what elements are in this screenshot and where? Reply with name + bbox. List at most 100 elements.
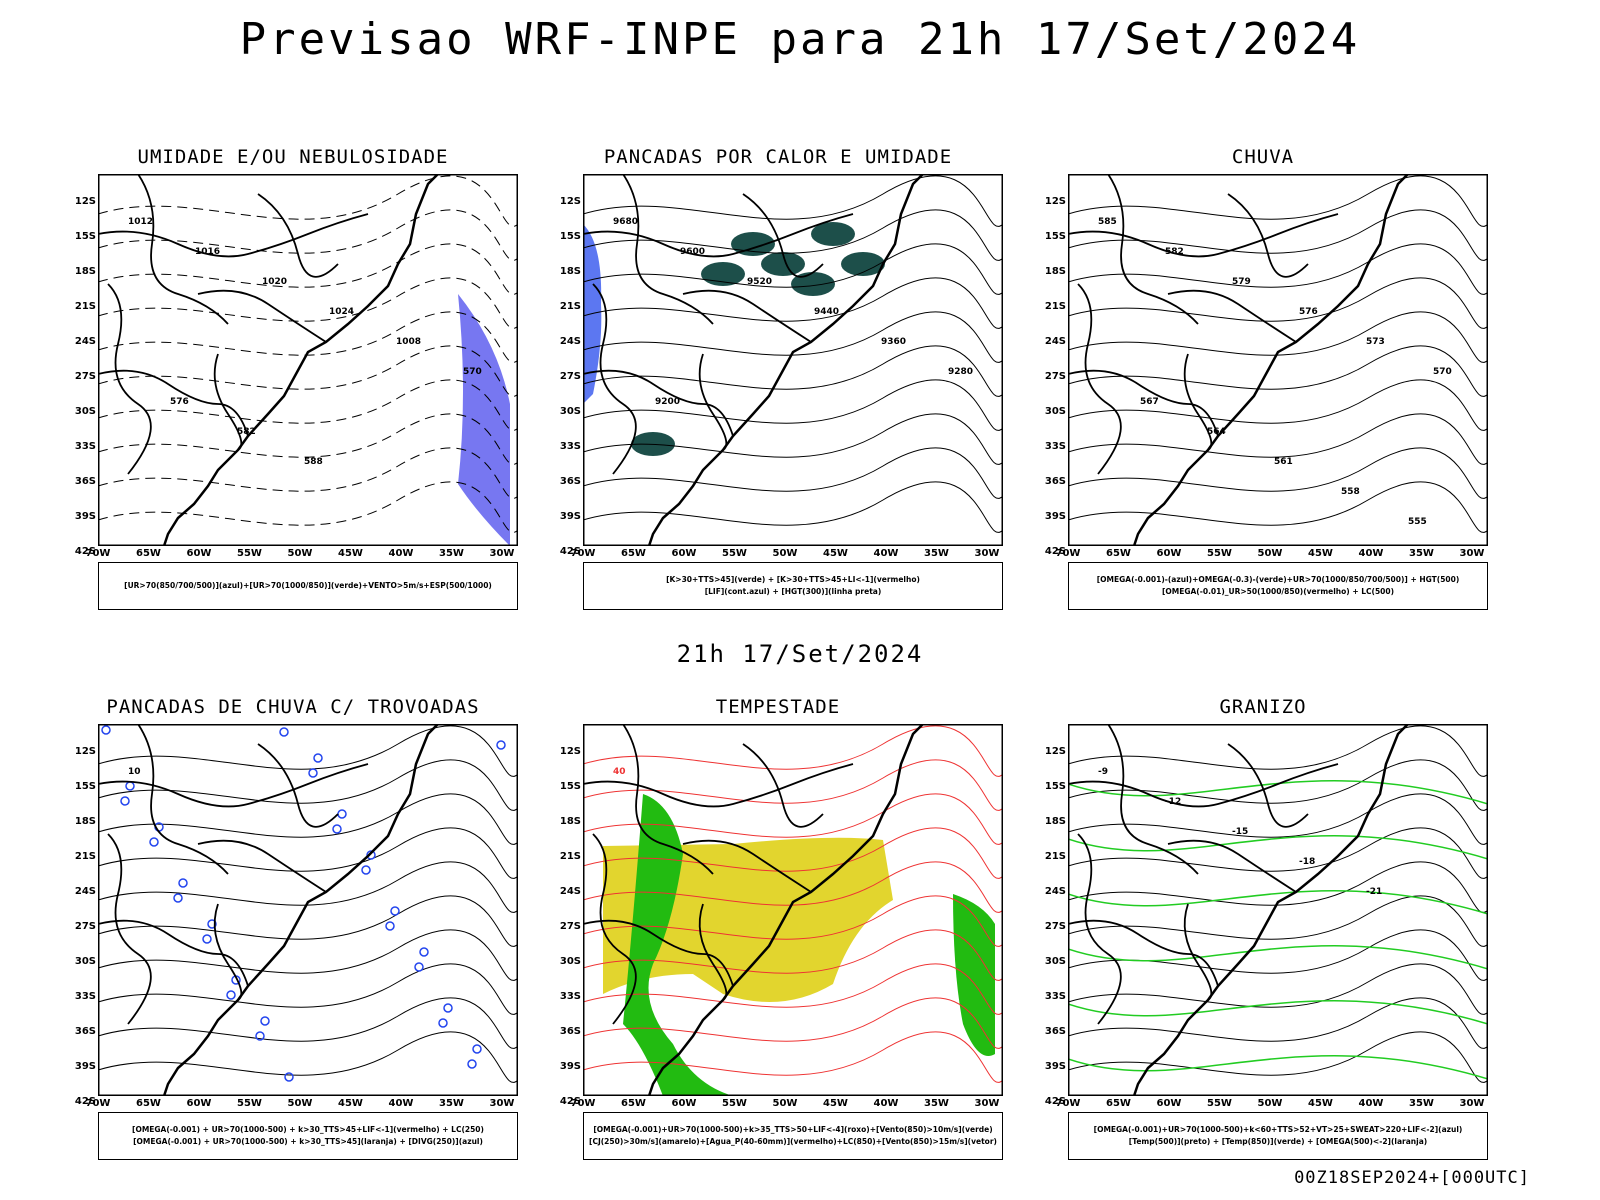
- legend-line: [Temp(500)](preto) + [Temp(850)](verde) …: [1128, 1137, 1428, 1146]
- state-border: [1227, 193, 1309, 278]
- panel-tempestade: TEMPESTADE 40 [OMEGA(-0.001)+UR>70(1000-…: [543, 696, 1013, 1196]
- contour-line: [1068, 243, 1488, 295]
- lon-tick-label: 40W: [1358, 1098, 1384, 1109]
- legend-line: [OMEGA(-0.001) + UR>70(1000-500) + k>30_…: [133, 1137, 483, 1146]
- main-title: Previsao WRF-INPE para 21h 17/Set/2024: [239, 14, 1361, 65]
- lat-tick-label: 42S: [559, 1096, 581, 1107]
- map-frame: [583, 174, 1003, 546]
- contour-label: 582: [237, 427, 256, 437]
- lat-tick-label: 15S: [559, 231, 581, 242]
- lon-tick-label: 55W: [1207, 1098, 1232, 1109]
- panel-legend: [OMEGA(-0.001) + UR>70(1000-500) + k>30_…: [98, 1112, 518, 1160]
- contour-line: [1068, 997, 1488, 1049]
- lon-tick-label: 65W: [621, 548, 646, 559]
- lat-tick-label: 27S: [559, 921, 581, 932]
- contour-label: 558: [1341, 487, 1360, 497]
- lat-tick-label: 24S: [1044, 336, 1066, 347]
- convection-area: [761, 252, 805, 276]
- lat-tick-label: 18S: [559, 266, 581, 277]
- contour-line: [98, 827, 518, 879]
- contour-line: [1068, 379, 1488, 431]
- contour-label: -12: [1165, 797, 1181, 807]
- contour-line: [1068, 895, 1488, 947]
- lat-tick-label: 33S: [559, 441, 581, 452]
- contour-line: [583, 175, 1003, 227]
- divergence-contour: [385, 921, 395, 931]
- divergence-contour: [101, 725, 111, 735]
- divergence-contour: [308, 768, 318, 778]
- contour-line: [98, 963, 518, 1015]
- divergence-contour: [313, 753, 323, 763]
- convection-area: [811, 222, 855, 246]
- lat-tick-label: 18S: [74, 266, 96, 277]
- contour-line: [583, 997, 1003, 1049]
- temp-850-contour: [1068, 1055, 1488, 1080]
- divergence-contour: [207, 919, 217, 929]
- lat-tick-label: 33S: [74, 441, 96, 452]
- contour-line: [1068, 209, 1488, 261]
- state-border: [592, 283, 637, 475]
- state-border: [1227, 743, 1309, 828]
- divergence-contour: [443, 1003, 453, 1013]
- contour-label: -9: [1098, 767, 1108, 777]
- state-border: [742, 193, 824, 278]
- lon-tick-label: 70W: [1055, 1098, 1081, 1109]
- contour-line: [98, 175, 518, 227]
- lat-tick-label: 15S: [74, 231, 96, 242]
- temp-850-contour: [1068, 1000, 1488, 1025]
- lon-tick-label: 60W: [186, 548, 212, 559]
- lon-tick-label: 60W: [1156, 1098, 1182, 1109]
- lon-tick-label: 60W: [1156, 548, 1182, 559]
- state-border: [98, 763, 369, 808]
- state-border: [583, 213, 854, 258]
- state-border: [682, 839, 812, 893]
- lat-tick-label: 18S: [1044, 816, 1066, 827]
- contour-label: 40: [613, 767, 626, 777]
- lat-tick-label: 21S: [74, 851, 96, 862]
- contour-line: [98, 345, 518, 397]
- contour-label: -21: [1366, 887, 1382, 897]
- panel-legend: [OMEGA(-0.001)+UR>70(1000-500)+k<60+TTS>…: [1068, 1112, 1488, 1160]
- lat-tick-label: 36S: [74, 1026, 96, 1037]
- coastline: [643, 724, 925, 1096]
- contour-label: 1016: [195, 247, 220, 257]
- contour-line: [583, 725, 1003, 777]
- temp-850-contour: [1068, 780, 1488, 805]
- contour-label: 570: [1433, 367, 1452, 377]
- legend-line: [OMEGA(-0.01)_UR>50(1000/850)(vermelho) …: [1161, 587, 1395, 596]
- state-border: [1077, 283, 1122, 475]
- panel-umidade: UMIDADE E/OU NEBULOSIDADE 1012 1016 1020 10…: [58, 146, 528, 646]
- lon-tick-label: 45W: [1308, 548, 1333, 559]
- panel-pancadas-trovoadas: PANCADAS DE CHUVA C/ TROVOADAS 10 [OMEGA…: [58, 696, 528, 1196]
- divergence-contour: [467, 1059, 477, 1069]
- convection-area: [841, 252, 885, 276]
- lat-tick-label: 30S: [559, 956, 581, 967]
- lat-tick-label: 24S: [559, 336, 581, 347]
- contour-label: 9680: [613, 217, 638, 227]
- contour-label: 573: [1366, 337, 1385, 347]
- contour-line: [98, 997, 518, 1049]
- weather-map: 40: [583, 724, 1003, 1096]
- state-border: [742, 743, 824, 828]
- lat-tick-label: 42S: [74, 546, 96, 557]
- lon-tick-label: 40W: [388, 548, 414, 559]
- lat-tick-label: 27S: [1044, 371, 1066, 382]
- contour-line: [98, 895, 518, 947]
- contour-line: [1068, 827, 1488, 879]
- state-border: [1068, 919, 1219, 987]
- contour-label: 582: [1165, 247, 1184, 257]
- lon-tick-label: 40W: [388, 1098, 414, 1109]
- lat-tick-label: 30S: [1044, 956, 1066, 967]
- panel-pancadas-calor: PANCADAS POR CALOR E UMIDADE 9680 9600 952…: [543, 146, 1013, 646]
- divergence-contour: [125, 781, 135, 791]
- lon-tick-label: 35W: [439, 548, 464, 559]
- lat-tick-label: 15S: [1044, 231, 1066, 242]
- state-border: [107, 283, 152, 475]
- state-border: [1068, 213, 1339, 258]
- contour-line: [1068, 929, 1488, 981]
- lat-tick-label: 30S: [74, 406, 96, 417]
- divergence-contour: [337, 809, 347, 819]
- panel-legend: [K>30+TTS>45](verde) + [K>30+TTS>45+LI<-…: [583, 562, 1003, 610]
- lat-tick-label: 36S: [1044, 1026, 1066, 1037]
- lon-tick-label: 35W: [439, 1098, 464, 1109]
